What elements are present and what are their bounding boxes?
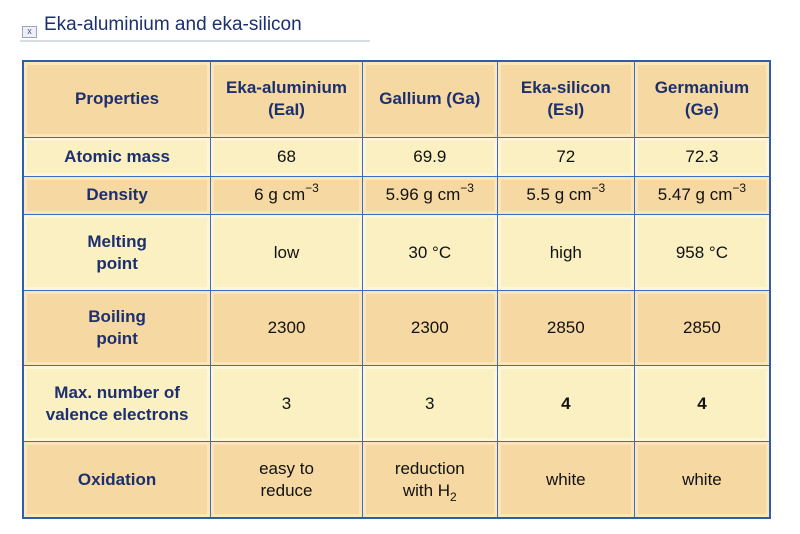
property-cell: Boiling point — [22, 289, 212, 367]
property-cell: Atomic mass — [22, 136, 212, 177]
value-cell: 72.3 — [633, 136, 771, 177]
value-cell: 4 — [496, 365, 635, 442]
exponent: −3 — [305, 181, 319, 196]
section-header: x Eka-aluminium and eka-silicon — [20, 12, 370, 42]
exponent: −3 — [732, 181, 747, 196]
value-cell: high — [496, 214, 635, 291]
value-cell: 4 — [633, 365, 771, 442]
value-cell: 2850 — [633, 289, 771, 367]
table-row: Density 6 g cm−3 5.96 g cm−3 5.5 g cm−3 … — [22, 175, 771, 216]
table-row: Boiling point 2300 2300 2850 2850 — [22, 289, 771, 367]
table-row: Max. number of valence electrons 3 3 4 4 — [22, 365, 771, 442]
value-cell: white — [496, 441, 635, 519]
value-cell: white — [633, 441, 771, 519]
table-header-row: Properties Eka-aluminium (EaI) Gallium (… — [22, 60, 771, 138]
header-cell: Eka-aluminium (EaI) — [210, 60, 363, 138]
value-cell: 72 — [496, 136, 635, 177]
value-cell: 68 — [210, 136, 363, 177]
property-cell: Oxidation — [22, 441, 212, 519]
value-cell: 2300 — [210, 289, 363, 367]
value-cell: 3 — [361, 365, 498, 442]
value-text: 5.96 g cm — [385, 185, 461, 205]
value-cell: low — [210, 214, 363, 291]
header-cell: Gallium (Ga) — [361, 60, 498, 138]
value-cell: reduction with H2 — [361, 441, 498, 519]
value-cell: 3 — [210, 365, 363, 442]
header-cell: Eka-silicon (EsI) — [496, 60, 635, 138]
table-row: Atomic mass 68 69.9 72 72.3 — [22, 136, 771, 177]
table-row: Melting point low 30 °C high 958 °C — [22, 214, 771, 291]
value-cell: 958 °C — [633, 214, 771, 291]
value-cell: 2300 — [361, 289, 498, 367]
value-cell: 5.47 g cm−3 — [633, 175, 771, 216]
property-cell: Density — [22, 175, 212, 216]
value-cell: easy to reduce — [210, 441, 363, 519]
property-cell: Max. number of valence electrons — [22, 365, 212, 442]
exponent: −3 — [460, 181, 474, 196]
table-row: Oxidation easy to reduce reduction with … — [22, 441, 771, 519]
value-cell: 5.5 g cm−3 — [496, 175, 635, 216]
value-cell: 2850 — [496, 289, 635, 367]
value-text: 5.47 g cm — [657, 185, 733, 205]
value-cell: 5.96 g cm−3 — [361, 175, 498, 216]
value-text: 5.5 g cm — [526, 185, 592, 205]
property-cell: Melting point — [22, 214, 212, 291]
value-text: 6 g cm — [254, 185, 306, 205]
value-cell: 30 °C — [361, 214, 498, 291]
comparison-table: Properties Eka-aluminium (EaI) Gallium (… — [22, 60, 771, 519]
exponent: −3 — [591, 181, 606, 196]
page-title: Eka-aluminium and eka-silicon — [44, 14, 302, 35]
value-cell: 6 g cm−3 — [210, 175, 363, 216]
close-icon[interactable]: x — [22, 26, 37, 38]
header-cell: Properties — [22, 60, 212, 138]
header-cell: Germanium (Ge) — [633, 60, 771, 138]
value-cell: 69.9 — [361, 136, 498, 177]
subscript: 2 — [450, 489, 457, 504]
value-text: reduction with H — [394, 458, 465, 500]
